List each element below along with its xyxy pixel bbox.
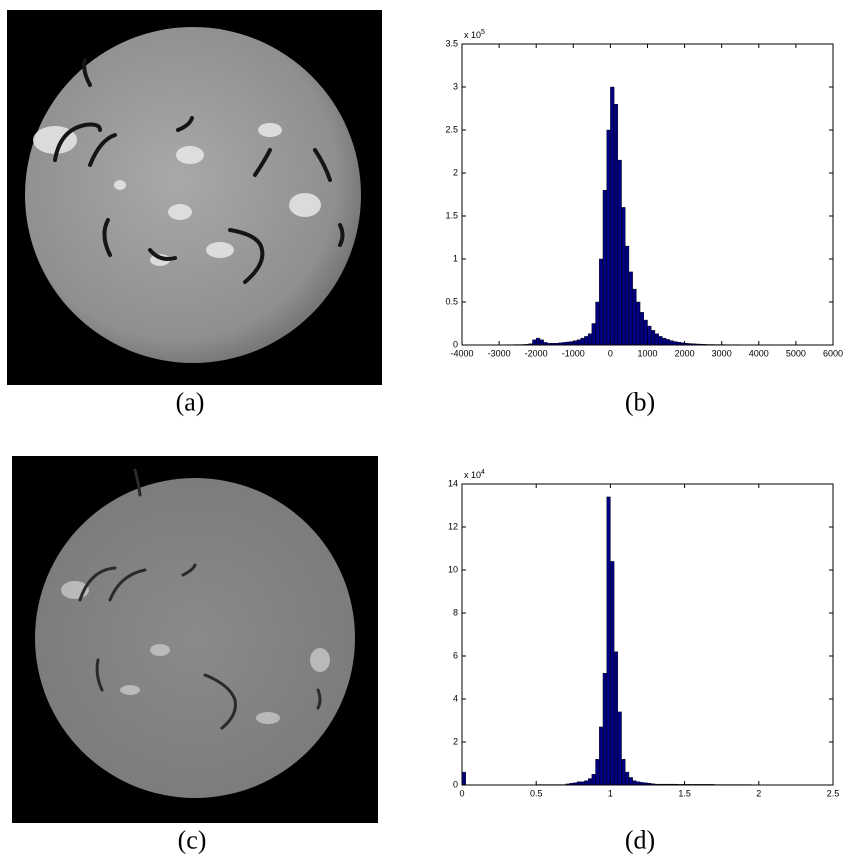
x-tick-label: 0: [459, 788, 464, 798]
y-tick-label: 1.5: [445, 210, 458, 220]
bar: [628, 271, 633, 346]
bar: [673, 341, 678, 346]
x-tick-label: 0: [608, 348, 613, 358]
bar: [625, 245, 630, 346]
bar: [617, 711, 622, 786]
bar: [628, 777, 633, 786]
x-tick-label: 1000: [637, 348, 657, 358]
y-tick-label: 3.5: [445, 38, 458, 48]
bar: [606, 496, 611, 786]
x-tick-label: 3000: [712, 348, 732, 358]
bar: [591, 774, 596, 786]
y-tick-label: 0.5: [445, 296, 458, 306]
bar: [591, 323, 596, 346]
y-tick-label: 8: [453, 607, 458, 617]
y-tick-label: 1: [453, 253, 458, 263]
x-tick-label: 5000: [786, 348, 806, 358]
bar: [636, 301, 641, 346]
y-tick-label: 6: [453, 650, 458, 660]
bar: [580, 337, 585, 346]
bar: [610, 86, 615, 346]
x-tick-label: 6000: [823, 348, 843, 358]
bar: [584, 336, 589, 346]
y-exponent-power: 4: [481, 469, 485, 476]
bar: [573, 340, 578, 346]
y-tick-label: 10: [448, 564, 458, 574]
bar: [651, 330, 656, 346]
x-tick-label: 2: [756, 788, 761, 798]
bar: [625, 771, 630, 786]
bar: [632, 288, 637, 346]
y-exponent-base: x 10: [464, 30, 481, 40]
x-tick-label: 1: [608, 788, 613, 798]
bar: [599, 258, 604, 346]
bar: [532, 339, 537, 346]
caption: (b): [625, 387, 655, 416]
caption: (c): [178, 825, 207, 854]
bar: [599, 726, 604, 786]
bar: [461, 771, 466, 786]
bar: [610, 561, 615, 786]
bar: [658, 336, 663, 346]
bar: [595, 301, 600, 346]
image-a: [7, 10, 382, 385]
bar: [587, 333, 593, 346]
caption: (a): [176, 387, 205, 416]
bar: [595, 759, 600, 786]
bar: [662, 337, 667, 346]
y-tick-label: 3: [453, 81, 458, 91]
bar: [621, 207, 626, 346]
axes-box: [461, 483, 834, 786]
x-tick-label: 4000: [749, 348, 769, 358]
image-c: [12, 456, 378, 823]
y-tick-label: 14: [448, 478, 458, 488]
x-tick-label: 0.5: [530, 788, 543, 798]
bar: [639, 312, 644, 346]
bar: [539, 339, 544, 346]
bar: [536, 337, 541, 346]
bar: [587, 778, 593, 786]
y-tick-label: 12: [448, 521, 458, 531]
y-tick-label: 0: [453, 779, 458, 789]
bar: [632, 780, 637, 786]
x-tick-label: 2000: [675, 348, 695, 358]
bar: [621, 759, 626, 786]
x-tick-label: -4000: [450, 348, 473, 358]
bar: [665, 339, 670, 346]
plot-area: [462, 44, 833, 345]
bar: [602, 189, 607, 346]
y-exponent: x 104: [464, 469, 485, 480]
x-tick-label: -1000: [562, 348, 585, 358]
caption: (d): [625, 825, 655, 854]
y-tick-label: 4: [453, 693, 458, 703]
bar: [613, 651, 619, 786]
bar: [669, 340, 674, 346]
bar: [569, 341, 574, 346]
bar: [643, 319, 648, 346]
bar: [606, 129, 611, 346]
y-exponent: x 105: [464, 29, 485, 40]
bar: [613, 103, 619, 346]
y-tick-label: 2: [453, 167, 458, 177]
bar: [584, 780, 589, 786]
y-exponent-base: x 10: [464, 470, 481, 480]
bars: [461, 496, 789, 786]
y-exponent-power: 5: [481, 29, 485, 36]
bar: [654, 333, 659, 346]
plot-area: [462, 484, 833, 785]
y-tick-label: 0: [453, 339, 458, 349]
x-tick-label: 1.5: [678, 788, 691, 798]
bar: [647, 325, 652, 346]
x-tick-label: -3000: [488, 348, 511, 358]
bar: [576, 339, 581, 346]
y-tick-label: 2.5: [445, 124, 458, 134]
x-tick-label: 2.5: [827, 788, 840, 798]
x-tick-label: -2000: [525, 348, 548, 358]
bar: [617, 159, 622, 346]
y-tick-label: 2: [453, 736, 458, 746]
bar: [602, 673, 607, 786]
